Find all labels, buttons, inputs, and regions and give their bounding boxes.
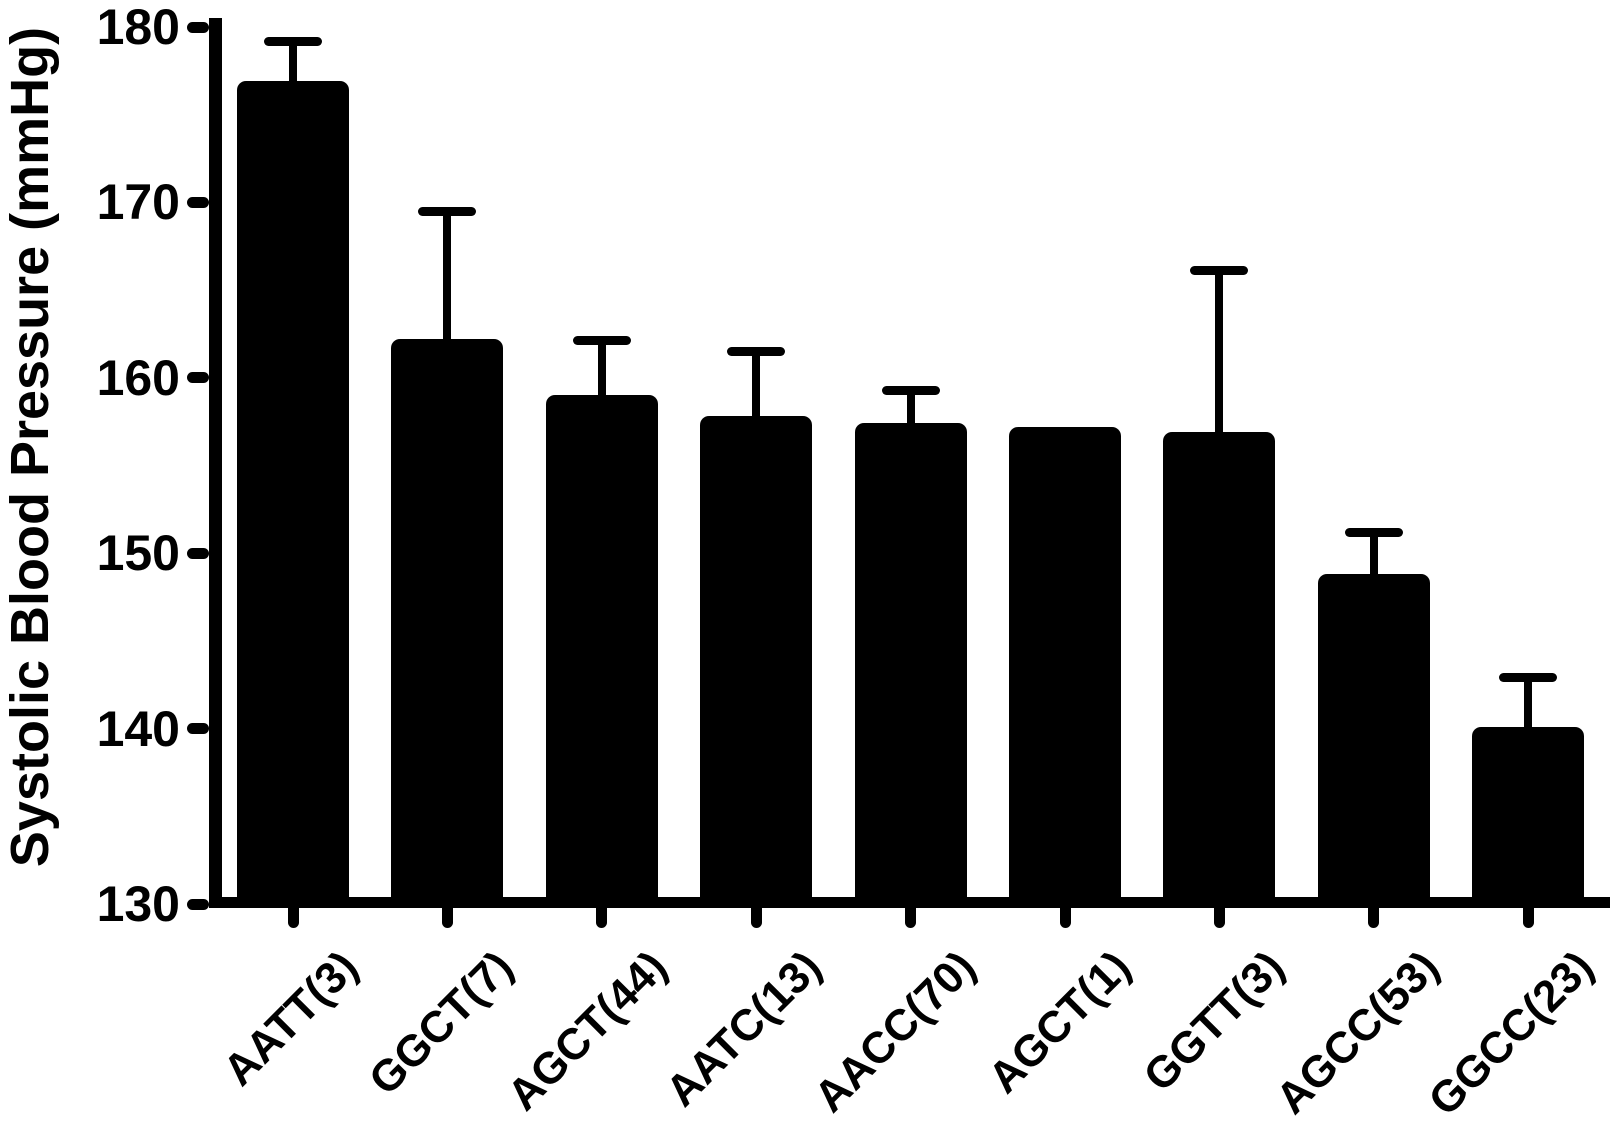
y-tick-label: 170	[96, 174, 180, 231]
x-tick-label: AATT(3)	[214, 941, 368, 1096]
error-bar-cap	[418, 206, 477, 216]
x-tick	[1213, 908, 1225, 928]
bar	[1009, 426, 1121, 908]
x-tick-label: GGCC(23)	[1419, 941, 1603, 1126]
x-tick-label: GGTT(3)	[1134, 941, 1294, 1101]
x-tick-label: AGCT(44)	[498, 941, 677, 1121]
bar	[1472, 726, 1585, 908]
bar	[1163, 432, 1276, 908]
error-bar-cap	[1499, 673, 1558, 683]
bar	[700, 416, 813, 908]
x-tick-label: GGCT(7)	[359, 941, 522, 1105]
error-bar-stem	[443, 211, 452, 340]
x-tick	[1368, 908, 1380, 928]
y-tick-label: 160	[96, 349, 180, 406]
x-tick	[1522, 908, 1534, 928]
x-tick-label: AGCT(1)	[978, 941, 1140, 1103]
y-tick-label: 140	[96, 700, 180, 757]
y-tick	[187, 723, 209, 735]
x-tick	[287, 908, 299, 928]
error-bar-cap	[1344, 527, 1403, 537]
error-bar-stem	[1369, 532, 1378, 575]
bar	[545, 395, 658, 908]
x-tick	[596, 908, 608, 928]
bar	[391, 339, 504, 908]
y-tick	[187, 372, 209, 384]
error-bar-stem	[906, 390, 915, 424]
error-bar-stem	[597, 340, 606, 396]
error-bar-cap	[727, 346, 786, 356]
y-tick	[187, 898, 209, 910]
y-tick-label: 150	[96, 525, 180, 582]
x-tick-label: AATC(13)	[656, 941, 831, 1116]
bar	[1317, 574, 1430, 908]
error-bar-cap	[264, 36, 322, 46]
y-tick	[187, 21, 209, 33]
error-bar-stem	[752, 351, 761, 417]
x-tick	[1059, 908, 1071, 928]
error-bar-stem	[1215, 270, 1224, 433]
y-tick	[187, 547, 209, 559]
y-tick	[187, 196, 209, 208]
x-tick	[905, 908, 917, 928]
x-tick-label: AACC(70)	[805, 941, 986, 1122]
bar	[237, 81, 349, 908]
y-tick-label: 180	[96, 0, 180, 55]
x-tick	[750, 908, 762, 928]
y-axis-line	[209, 18, 222, 908]
bar	[854, 423, 967, 908]
error-bar-cap	[1190, 266, 1249, 276]
error-bar-stem	[289, 41, 297, 82]
x-tick	[441, 908, 453, 928]
error-bar-stem	[1524, 677, 1533, 727]
x-tick-label: AGCC(53)	[1266, 941, 1449, 1124]
y-tick-label: 130	[96, 876, 180, 932]
error-bar-cap	[572, 336, 631, 346]
error-bar-cap	[881, 385, 940, 395]
